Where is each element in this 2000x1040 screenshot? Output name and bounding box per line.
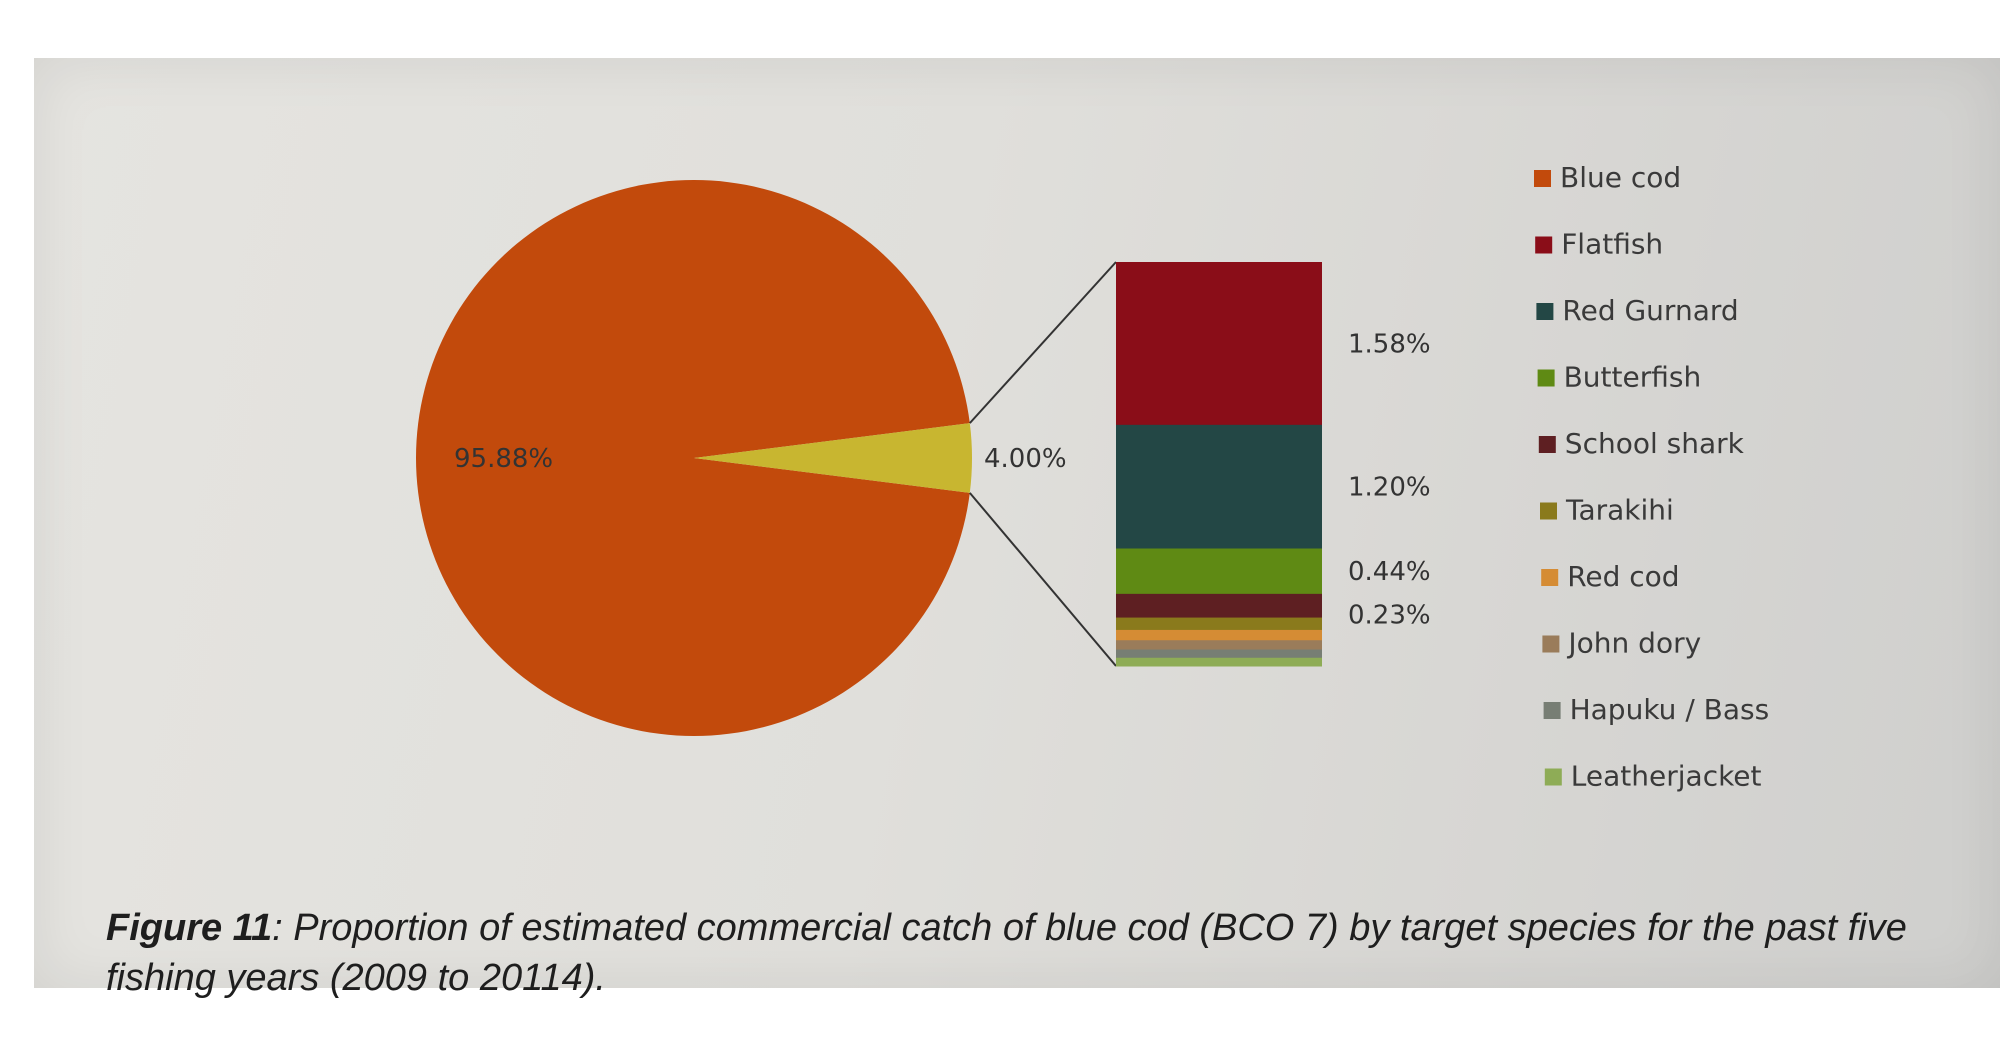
bar-label-flatfish: 1.58% [1348, 329, 1431, 359]
connector-line-bottom [969, 492, 1117, 667]
bar-segment-hapuku-bass [1116, 649, 1322, 659]
connector-lines [969, 261, 1117, 667]
bar-label-school-shark: 0.23% [1348, 601, 1431, 631]
bar-of-pie-chart: 95.88% 4.00% 1.58% 1.20% 0.44% 0.23% Blue co… [416, 161, 1769, 793]
bar-segment-john-dory [1116, 640, 1322, 651]
pie-label-other: 4.00% [984, 444, 1067, 474]
bar-label-red-gurnard: 1.20% [1348, 473, 1431, 503]
legend-label-leatherjacket: Leatherjacket [1571, 760, 1762, 793]
legend-label-john-dory: John dory [1566, 627, 1701, 660]
bar-segment-leatherjacket [1116, 657, 1322, 667]
pie: 95.88% 4.00% [416, 180, 1067, 736]
breakdown-bar [1116, 262, 1322, 667]
bar-segment-tarakihi [1116, 617, 1322, 631]
legend: Blue cod Flatfish Red Gurnard Butterfish Sch… [1534, 161, 1769, 793]
bar-segment-red-gurnard [1116, 424, 1322, 550]
figure-caption-text: : Proportion of estimated commercial cat… [106, 907, 1907, 999]
legend-swatch-leatherjacket [1544, 768, 1562, 786]
legend-label-red-cod: Red cod [1567, 560, 1679, 593]
bar-segment-flatfish [1116, 262, 1322, 426]
legend-label-blue-cod: Blue cod [1560, 161, 1681, 194]
connector-line-top [969, 261, 1117, 424]
legend-swatch-flatfish [1535, 236, 1553, 254]
legend-swatch-butterfish [1537, 369, 1555, 387]
legend-swatch-hapuku-bass [1543, 702, 1561, 719]
legend-swatch-john-dory [1542, 635, 1560, 653]
legend-label-butterfish: Butterfish [1564, 361, 1702, 394]
legend-label-flatfish: Flatfish [1561, 228, 1663, 261]
bar-label-butterfish: 0.44% [1348, 557, 1431, 587]
legend-swatch-school-shark [1538, 436, 1556, 453]
bar-segment-butterfish [1116, 548, 1322, 595]
legend-swatch-tarakihi [1540, 502, 1557, 520]
legend-swatch-red-cod [1541, 569, 1559, 586]
legend-label-red-gurnard: Red Gurnard [1562, 294, 1738, 327]
pie-slice-other [694, 423, 973, 493]
pie-label-blue-cod: 95.88% [454, 444, 553, 474]
pie-slice-blue-cod [416, 180, 970, 736]
figure-number: Figure 11 [106, 907, 273, 949]
breakdown-labels: 1.58% 1.20% 0.44% 0.23% [1348, 329, 1431, 630]
chart-photo: 95.88% 4.00% 1.58% 1.20% 0.44% 0.23% Blue co… [34, 58, 2000, 999]
legend-swatch-blue-cod [1534, 170, 1551, 187]
figure-caption: Figure 11: Proportion of estimated comme… [106, 903, 2000, 1003]
legend-swatch-red-gurnard [1536, 303, 1554, 320]
legend-label-tarakihi: Tarakihi [1565, 494, 1674, 527]
bar-segment-school-shark [1116, 593, 1322, 619]
bar-segment-red-cod [1116, 629, 1322, 641]
legend-label-hapuku-bass: Hapuku / Bass [1570, 693, 1770, 726]
legend-label-school-shark: School shark [1565, 427, 1745, 460]
